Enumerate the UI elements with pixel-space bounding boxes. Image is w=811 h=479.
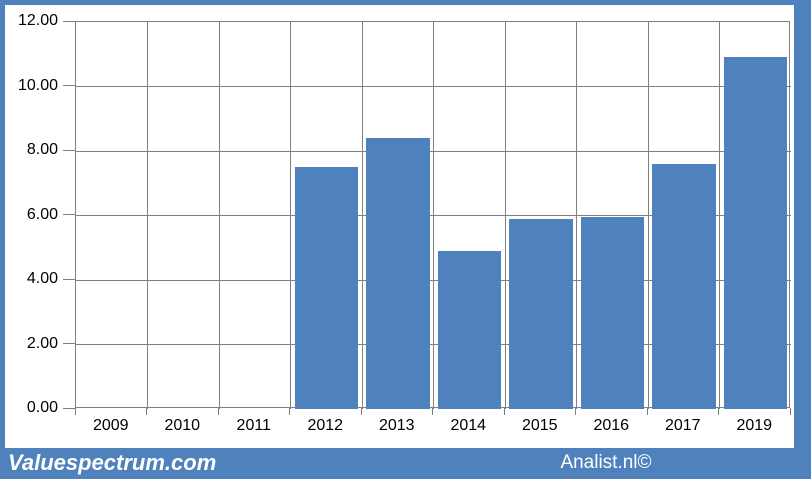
vertical-gridline xyxy=(647,22,649,409)
x-axis-tick xyxy=(432,408,433,415)
y-axis-label: 12.00 xyxy=(17,12,58,29)
x-axis-tick xyxy=(360,408,362,415)
x-axis-tick xyxy=(789,408,791,415)
vertical-gridline xyxy=(719,22,720,409)
x-axis-tick xyxy=(74,408,76,415)
x-axis-tick xyxy=(646,408,648,415)
x-axis-label-2017: 2017 xyxy=(664,417,701,434)
vertical-gridline xyxy=(433,22,434,409)
vertical-gridline xyxy=(504,22,506,409)
analist-brand: Analist.nl© xyxy=(560,452,652,473)
plot-area xyxy=(75,21,791,409)
x-axis-label-2015: 2015 xyxy=(521,417,558,434)
bar-2014 xyxy=(437,250,501,409)
y-axis-tick xyxy=(63,214,75,215)
x-axis-tick xyxy=(575,408,576,415)
x-axis-tick xyxy=(217,408,219,415)
y-axis-tick xyxy=(63,149,75,151)
x-axis-tick xyxy=(718,408,719,415)
x-axis-label-2012: 2012 xyxy=(307,417,344,434)
x-axis-tick xyxy=(146,408,147,415)
vertical-gridline xyxy=(290,22,291,409)
x-axis-tick xyxy=(503,408,505,415)
y-axis-label: 10.00 xyxy=(17,76,58,94)
valuespectrum-brand: Valuespectrum.com xyxy=(8,450,217,475)
y-axis-tick xyxy=(63,278,75,280)
y-axis-tick xyxy=(63,85,75,86)
y-axis-label: 4.00 xyxy=(26,270,58,287)
bar-2012 xyxy=(294,167,358,409)
y-axis-label: 8.00 xyxy=(26,141,58,158)
y-axis-tick xyxy=(63,20,75,22)
vertical-gridline xyxy=(361,22,363,409)
y-axis-tick xyxy=(63,343,75,344)
y-axis-tick xyxy=(63,407,75,409)
bar-2016 xyxy=(580,217,644,409)
x-axis-label-2013: 2013 xyxy=(378,417,415,434)
x-axis-label-2009: 2009 xyxy=(92,417,129,434)
bar-2017 xyxy=(652,163,716,409)
bar-2019 xyxy=(723,57,787,409)
y-axis-label: 2.00 xyxy=(26,334,58,352)
y-axis-label: 0.00 xyxy=(26,399,58,416)
y-axis-label: 6.00 xyxy=(26,205,58,223)
x-axis-label-2019: 2019 xyxy=(736,417,773,434)
footer-bar: Valuespectrum.com Analist.nl© xyxy=(0,448,811,479)
bar-2013 xyxy=(366,138,430,409)
vertical-gridline xyxy=(576,22,577,409)
x-axis-tick xyxy=(289,408,290,415)
x-axis-label-2016: 2016 xyxy=(593,417,630,434)
vertical-gridline xyxy=(147,22,148,409)
x-axis-label-2014: 2014 xyxy=(450,417,487,434)
vertical-gridline xyxy=(218,22,220,409)
x-axis-label-2011: 2011 xyxy=(236,417,271,434)
x-axis-label-2010: 2010 xyxy=(164,417,201,434)
bar-2015 xyxy=(509,218,573,409)
